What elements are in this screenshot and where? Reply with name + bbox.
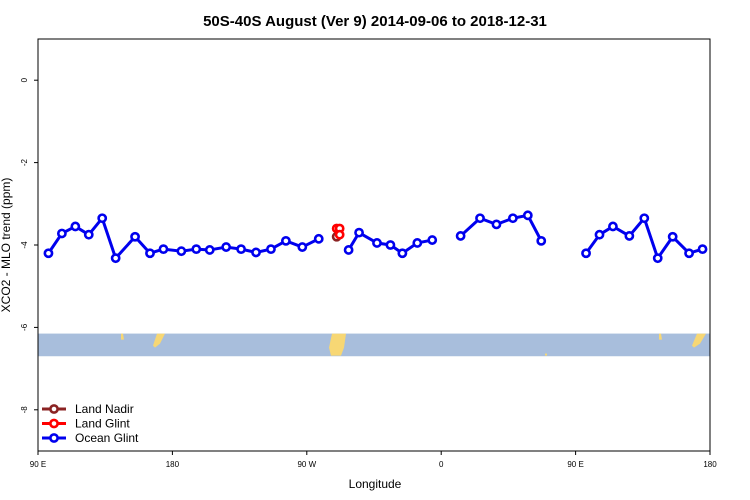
ocean-glint-point [236, 244, 246, 255]
x-tick-label: 180 [703, 460, 717, 469]
ocean-glint-point [652, 253, 663, 264]
land-patch [329, 333, 346, 356]
x-tick-label: 180 [166, 460, 180, 469]
ocean-glint-point [475, 213, 485, 224]
ocean-glint-point [491, 219, 502, 230]
ocean-glint-point [372, 238, 382, 248]
ocean-glint-point [145, 248, 155, 259]
legend-marker-land-nadir [49, 404, 59, 414]
chart-title: 50S-40S August (Ver 9) 2014-09-06 to 201… [203, 13, 547, 30]
ocean-glint-point [581, 248, 591, 259]
x-axis-label: Longitude [349, 477, 402, 491]
ocean-glint-point [130, 231, 140, 242]
legend-label-ocean-glint: Ocean Glint [75, 431, 139, 445]
land-patch [121, 333, 124, 340]
legend-label-land-nadir: Land Nadir [75, 402, 134, 416]
x-axis: 90 E 180 90 W 0 90 E 180 [30, 451, 717, 469]
ocean-glint-point [624, 231, 635, 241]
ocean-glint-point [313, 233, 324, 244]
series-layer [43, 210, 708, 264]
ocean-glint-point [266, 244, 276, 255]
ocean-band [38, 333, 710, 357]
land-patch [659, 333, 662, 340]
legend-label-land-glint: Land Glint [75, 417, 130, 431]
ocean-glint-point [684, 248, 694, 259]
ocean-glint-point [427, 235, 438, 245]
ocean-glint-point [522, 210, 533, 221]
ocean-glint-point [191, 244, 202, 255]
legend-marker-land-glint [49, 418, 59, 429]
ocean-glint-point [43, 248, 54, 259]
ocean-glint-point [397, 248, 408, 259]
x-tick-label: 90 W [297, 460, 316, 469]
ocean-glint-point [70, 221, 81, 232]
y-axis: 0 -2 -4 -6 -8 [20, 77, 38, 413]
ocean-glint-point [176, 246, 187, 257]
ocean-glint-point [221, 242, 232, 252]
ocean-glint-point [280, 235, 291, 246]
land-patch [153, 333, 165, 348]
land-patch [692, 333, 706, 348]
ocean-glint-point [297, 242, 308, 252]
ocean-glint-point [455, 231, 466, 241]
land-band [38, 333, 710, 357]
ocean-glint-point [385, 240, 396, 250]
land-patch [545, 353, 547, 356]
ocean-glint-point [594, 229, 605, 240]
ocean-glint-point [507, 213, 518, 224]
ocean-glint-point [110, 253, 121, 264]
ocean-glint-point [251, 247, 261, 258]
y-tick-label: -4 [20, 241, 29, 249]
x-tick-label: 90 E [567, 460, 583, 469]
ocean-glint-point [412, 238, 423, 248]
land-glint-point [334, 229, 345, 240]
ocean-glint-point [204, 245, 215, 255]
y-tick-label: -6 [20, 323, 29, 331]
y-axis-label: XCO2 - MLO trend (ppm) [0, 178, 13, 313]
x-tick-label: 90 E [30, 460, 46, 469]
y-tick-label: -2 [20, 158, 29, 166]
ocean-glint-point [83, 229, 94, 240]
y-tick-label: -8 [20, 406, 29, 414]
ocean-glint-point [354, 227, 364, 238]
ocean-glint-point [536, 235, 547, 246]
ocean-glint-point [56, 228, 67, 239]
legend-marker-ocean-glint [49, 433, 59, 443]
ocean-glint-point [697, 244, 708, 255]
x-tick-label: 0 [439, 460, 444, 469]
ocean-glint-point [97, 213, 108, 224]
ocean-glint-point [158, 244, 169, 255]
ocean-glint-point [667, 231, 678, 242]
ocean-glint-point [608, 221, 618, 232]
y-tick-label: 0 [20, 77, 29, 82]
ocean-glint-point [639, 213, 650, 224]
ocean-glint-point [343, 245, 354, 255]
